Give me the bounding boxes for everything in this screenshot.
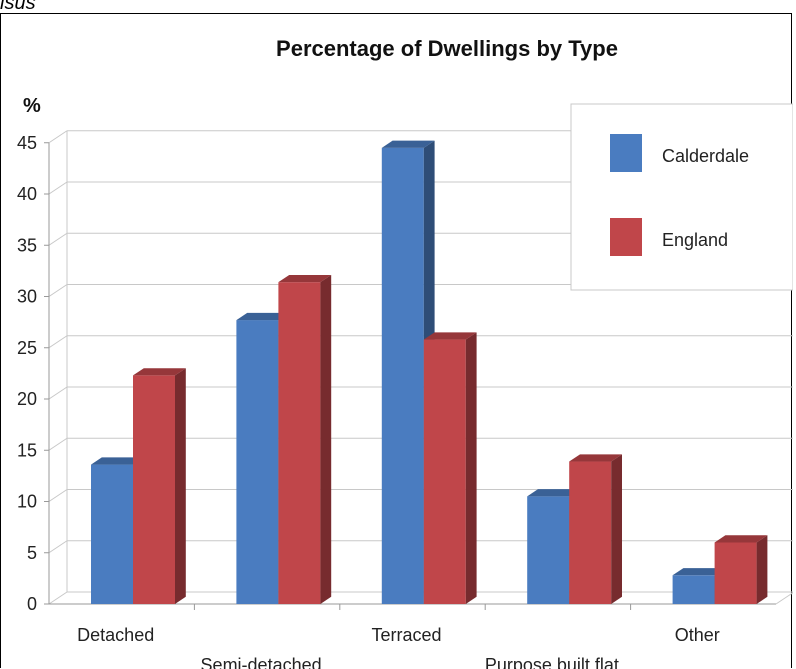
bar-england-detached: [133, 368, 186, 604]
chart-title: Percentage of Dwellings by Type: [276, 36, 618, 61]
bar-england-semi-detached-front: [278, 282, 321, 604]
bar-england-terraced-front: [423, 339, 466, 604]
gridline-wall: [48, 181, 68, 195]
gridline-wall: [48, 437, 68, 451]
y-tick-label: 15: [17, 440, 37, 460]
bar-england-terraced-top: [423, 332, 477, 340]
axis-labels: 0 5 10 15 20 25 30 35 40 45 Detached Semi-detached T…: [17, 133, 720, 669]
bar-england-semi-detached-side: [320, 274, 332, 604]
bar-england-purpose-built-flat-front: [569, 461, 612, 604]
bar-england-detached-side: [175, 368, 186, 604]
bar-england-purpose-built-flat: [569, 454, 622, 604]
y-tick-label: 5: [27, 543, 37, 563]
bar-england-purpose-built-flat-side: [611, 454, 622, 604]
legend-swatch-england: [610, 218, 642, 256]
gridline-wall: [48, 130, 68, 144]
bar-calderdale-terraced-front: [381, 147, 424, 604]
legend-label-england: England: [662, 230, 728, 250]
y-tick-label: 40: [17, 184, 37, 204]
bar-calderdale-purpose-built-flat-front: [527, 496, 570, 604]
y-tick-label: 25: [17, 338, 37, 358]
x-category-label: Terraced: [371, 625, 441, 645]
bar-calderdale-terraced-top: [381, 140, 435, 148]
bar-calderdale-detached-front: [91, 464, 133, 604]
y-tick-label: 30: [17, 287, 37, 307]
gridline-wall: [48, 232, 68, 246]
x-category-label: Semi-detached: [201, 655, 322, 669]
chart-frame: 0 5 10 15 20 25 30 35 40 45 Detached Semi-detached T…: [0, 13, 793, 669]
y-tick-label: 0: [27, 594, 37, 614]
bar-england-other-side: [756, 535, 768, 604]
gridline-wall: [48, 386, 68, 400]
top-caption: isus: [0, 0, 36, 14]
gridline-wall: [48, 335, 68, 349]
bar-calderdale-semi-detached-front: [236, 320, 279, 604]
legend-label-calderdale: Calderdale: [662, 146, 749, 166]
y-tick-label: 20: [17, 389, 37, 409]
bar-chart: 0 5 10 15 20 25 30 35 40 45 Detached Semi-detached T…: [17, 36, 793, 669]
y-axis-unit: %: [23, 95, 41, 117]
bar-england-terraced-side: [465, 332, 477, 604]
x-category-label: Detached: [77, 625, 154, 645]
legend-box: [570, 103, 793, 291]
bar-calderdale-purpose-built-flat-top: [527, 489, 580, 497]
x-category-label: Purpose built flat: [485, 655, 619, 669]
bar-england-other-front: [714, 542, 757, 604]
bar-calderdale-semi-detached-top: [236, 312, 290, 321]
bar-calderdale-detached-top: [91, 457, 144, 465]
gridline-wall: [48, 540, 68, 554]
gridline-wall: [48, 489, 68, 502]
x-category-label: Other: [675, 625, 720, 645]
gridline-wall: [48, 591, 68, 605]
bar-calderdale-other-front: [672, 575, 715, 604]
bar-calderdale-other-top: [672, 568, 726, 576]
gridline-wall: [48, 284, 68, 297]
bar-england-other-top: [714, 535, 768, 543]
y-tick-label: 45: [17, 133, 37, 153]
legend-swatch-calderdale: [610, 134, 642, 172]
y-tick-label: 10: [17, 492, 37, 512]
bar-england-terraced: [423, 332, 477, 604]
bars: [91, 140, 768, 605]
bar-england-semi-detached-top: [278, 274, 332, 283]
bar-england-other: [714, 535, 768, 604]
bar-england-purpose-built-flat-top: [569, 454, 622, 462]
bar-england-semi-detached: [278, 274, 332, 604]
floor-edge: [775, 592, 793, 605]
legend: Calderdale England: [570, 103, 793, 291]
bar-england-detached-front: [133, 375, 175, 604]
bar-england-detached-top: [133, 368, 186, 376]
y-tick-label: 35: [17, 235, 37, 255]
